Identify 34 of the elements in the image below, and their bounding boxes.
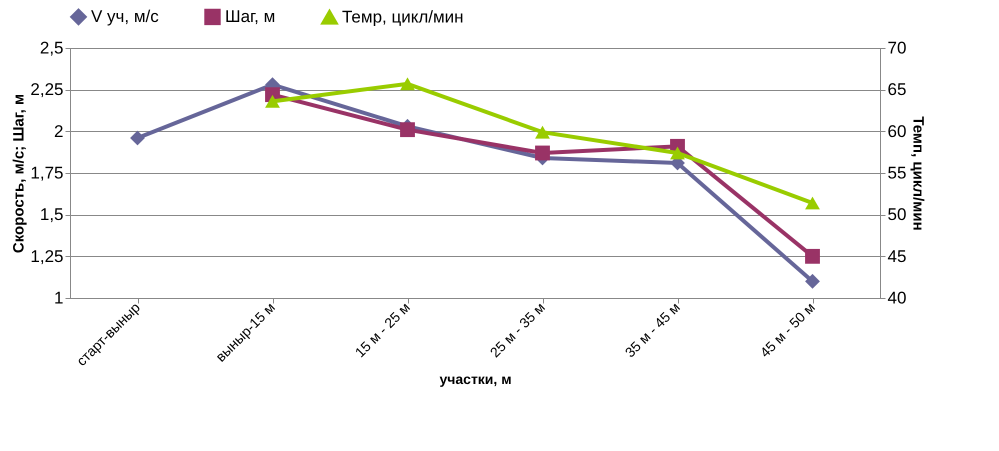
point [670, 146, 685, 160]
x-tick-label: 35 м - 45 м [622, 299, 683, 360]
y2-axis-title: Темп, цикл/мин [909, 116, 926, 231]
point [400, 122, 415, 138]
y2-tick-label: 65 [888, 80, 906, 100]
x-tick-label: 25 м - 35 м [486, 299, 548, 360]
point [535, 146, 550, 160]
x-tick-label: 15 м - 25 м [352, 299, 413, 360]
point [265, 94, 280, 108]
y-axis-title: Скорость, м/с; Шаг, м [10, 94, 28, 254]
y2-tick-label: 55 [888, 164, 906, 182]
point [400, 77, 415, 90]
y-tick-label: 2 [54, 122, 64, 141]
y-tick-label: 1,75 [30, 164, 64, 182]
y2-tick-label: 70 [888, 38, 906, 58]
x-axis-title: участки, м [439, 370, 512, 387]
point [805, 274, 820, 289]
y2-tick-label: 60 [888, 122, 906, 141]
y2-tick-label: 50 [888, 205, 906, 224]
legend-label: Темр, цикл/мин [342, 7, 464, 26]
point [535, 126, 550, 139]
point [805, 248, 820, 264]
y2-tick-label: 45 [888, 246, 906, 266]
y-tick-label: 2,25 [30, 80, 64, 100]
x-tick-label: 45 м - 50 м [756, 299, 818, 360]
y-tick-label: 1,25 [30, 246, 64, 266]
point [805, 196, 820, 210]
y-tick-label: 1,5 [40, 205, 64, 224]
point [130, 130, 145, 146]
y-tick-label: 2,5 [40, 38, 64, 58]
legend-label: Шаг, м [225, 6, 276, 26]
y-tick-label: 1 [54, 288, 64, 308]
y2-tick-label: 40 [888, 288, 906, 308]
legend-label: V уч, м/с [91, 6, 160, 26]
